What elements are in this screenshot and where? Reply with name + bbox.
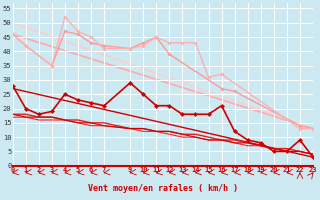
X-axis label: Vent moyen/en rafales ( km/h ): Vent moyen/en rafales ( km/h ) (88, 184, 238, 193)
